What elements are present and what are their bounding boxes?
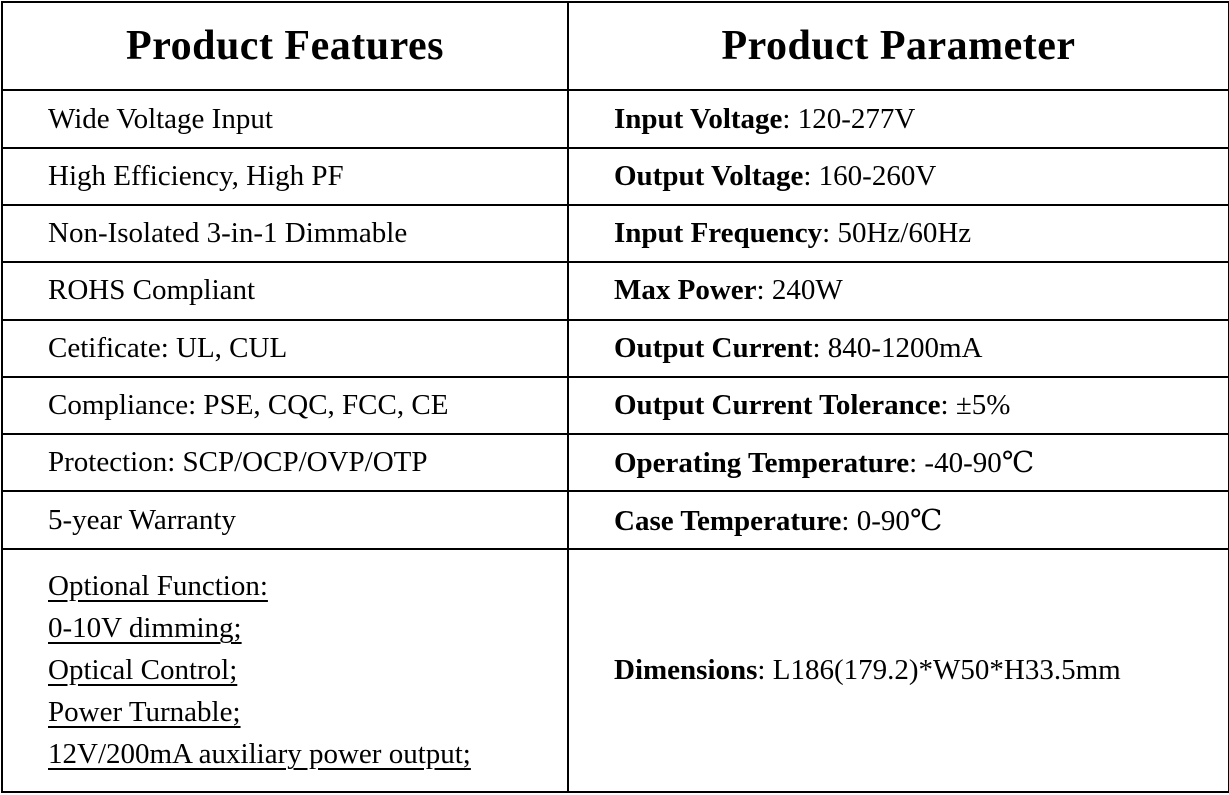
parameter-cell: Operating Temperature: -40-90℃ bbox=[567, 433, 1229, 493]
parameter-value: 50Hz/60Hz bbox=[837, 217, 972, 250]
parameter-label: Output Voltage bbox=[614, 159, 804, 192]
parameter-value: -40-90℃ bbox=[924, 447, 1035, 480]
table-header-row: Product Features Product Parameter bbox=[1, 0, 1229, 92]
table-row: Protection: SCP/OCP/OVP/OTP Operating Te… bbox=[1, 433, 1229, 493]
parameter-separator: : bbox=[940, 388, 956, 421]
parameter-separator: : bbox=[822, 217, 838, 250]
parameter-separator: : bbox=[841, 504, 857, 537]
parameters-column-header: Product Parameter bbox=[567, 0, 1229, 92]
parameter-cell: Output Current: 840-1200mA bbox=[567, 318, 1229, 378]
feature-cell: Compliance: PSE, CQC, FCC, CE bbox=[1, 375, 569, 436]
table-row: Compliance: PSE, CQC, FCC, CE Output Cur… bbox=[1, 375, 1229, 436]
optional-function-line: Optional Function: bbox=[48, 570, 268, 603]
table-row: Wide Voltage Input Input Voltage: 120-27… bbox=[1, 89, 1229, 149]
table-row-optional-functions: Optional Function: 0-10V dimming; Optica… bbox=[1, 547, 1229, 794]
table-row: ROHS Compliant Max Power: 240W bbox=[1, 261, 1229, 321]
parameter-value: 840-1200mA bbox=[827, 331, 983, 364]
parameter-label: Case Temperature bbox=[614, 504, 842, 537]
parameter-label: Operating Temperature bbox=[614, 447, 910, 480]
parameter-label: Output Current bbox=[614, 331, 813, 364]
parameter-label: Input Voltage bbox=[614, 102, 783, 135]
table-row: 5-year Warranty Case Temperature: 0-90℃ bbox=[1, 490, 1229, 550]
parameter-value: 0-90℃ bbox=[856, 504, 943, 537]
optional-functions-list: Optional Function: 0-10V dimming; Optica… bbox=[48, 565, 559, 775]
optional-function-line: 0-10V dimming; bbox=[48, 612, 242, 645]
parameter-cell: Output Voltage: 160-260V bbox=[567, 146, 1229, 207]
feature-cell: Non-Isolated 3-in-1 Dimmable bbox=[1, 203, 569, 264]
parameter-label: Output Current Tolerance bbox=[614, 388, 941, 421]
parameter-cell: Input Frequency: 50Hz/60Hz bbox=[567, 203, 1229, 264]
parameter-separator: : bbox=[782, 102, 798, 135]
optional-functions-cell: Optional Function: 0-10V dimming; Optica… bbox=[1, 547, 569, 794]
features-column-header: Product Features bbox=[1, 0, 569, 92]
feature-cell: Wide Voltage Input bbox=[1, 89, 569, 149]
parameter-label: Max Power bbox=[614, 274, 757, 307]
parameter-value: L186(179.2)*W50*H33.5mm bbox=[772, 653, 1121, 686]
feature-cell: Protection: SCP/OCP/OVP/OTP bbox=[1, 433, 569, 493]
optional-function-line: Optical Control; bbox=[48, 654, 238, 687]
parameter-value: ±5% bbox=[955, 388, 1011, 421]
parameter-value: 240W bbox=[771, 274, 843, 307]
feature-cell: ROHS Compliant bbox=[1, 261, 569, 321]
parameter-separator: : bbox=[909, 447, 925, 480]
feature-cell: 5-year Warranty bbox=[1, 490, 569, 550]
parameter-separator: : bbox=[756, 274, 772, 307]
parameter-cell: Case Temperature: 0-90℃ bbox=[567, 490, 1229, 550]
parameter-cell: Max Power: 240W bbox=[567, 261, 1229, 321]
parameter-cell: Output Current Tolerance: ±5% bbox=[567, 375, 1229, 436]
optional-function-line: 12V/200mA auxiliary power output; bbox=[48, 738, 471, 771]
parameter-separator: : bbox=[757, 653, 773, 686]
optional-function-line: Power Turnable; bbox=[48, 696, 241, 729]
parameter-separator: : bbox=[812, 331, 828, 364]
parameter-value: 120-277V bbox=[797, 102, 916, 135]
parameter-cell: Input Voltage: 120-277V bbox=[567, 89, 1229, 149]
table-row: Cetificate: UL, CUL Output Current: 840-… bbox=[1, 318, 1229, 378]
table-row: Non-Isolated 3-in-1 Dimmable Input Frequ… bbox=[1, 203, 1229, 264]
table-row: High Efficiency, High PF Output Voltage:… bbox=[1, 146, 1229, 207]
parameter-separator: : bbox=[803, 159, 819, 192]
dimensions-cell: Dimensions: L186(179.2)*W50*H33.5mm bbox=[567, 547, 1229, 794]
feature-cell: High Efficiency, High PF bbox=[1, 146, 569, 207]
parameter-label: Dimensions bbox=[614, 653, 758, 686]
parameter-value: 160-260V bbox=[818, 159, 937, 192]
feature-cell: Cetificate: UL, CUL bbox=[1, 318, 569, 378]
parameter-label: Input Frequency bbox=[614, 217, 823, 250]
